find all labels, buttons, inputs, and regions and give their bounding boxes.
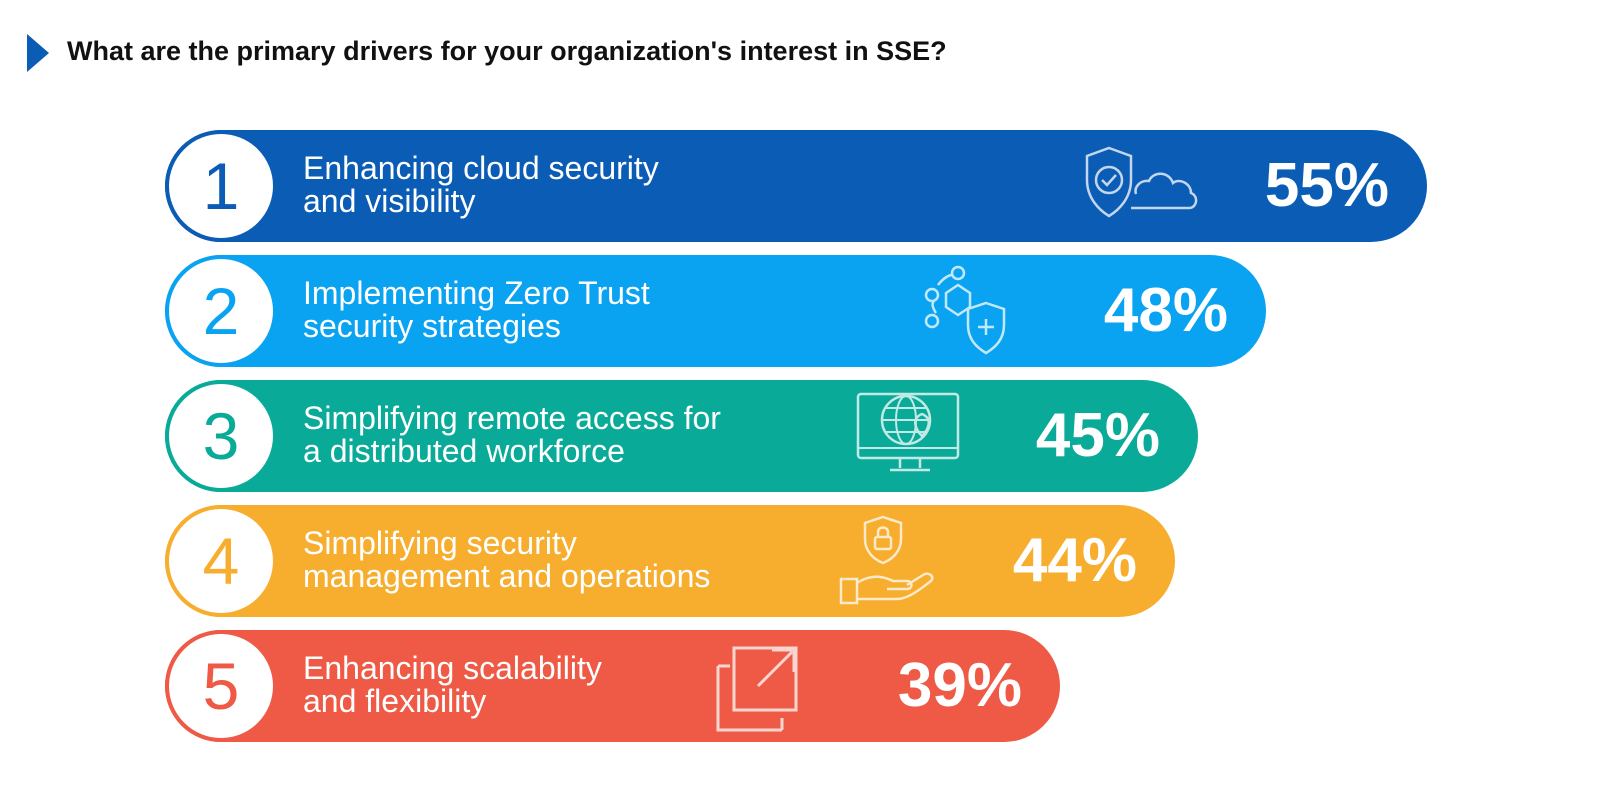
rank-circle: 4: [165, 505, 277, 617]
value-label: 48%: [1103, 276, 1228, 345]
rank-number: 5: [202, 649, 240, 723]
rank-circle: 3: [165, 380, 277, 492]
hand-lock-icon: [837, 513, 957, 609]
expand-arrow-icon: [712, 638, 832, 734]
bar-label: Enhancing cloud security and visibility: [303, 150, 659, 219]
bar-row-2: 2 Implementing Zero Trust security strate…: [165, 255, 1266, 367]
bar-row-1: 1 Enhancing cloud security and visibility…: [165, 130, 1427, 242]
network-shield-icon: [918, 263, 1038, 359]
rank-circle: 5: [165, 630, 277, 742]
bar: [165, 255, 1266, 367]
bar-label: Simplifying remote access for a distribu…: [303, 400, 721, 469]
rank-number: 4: [202, 524, 240, 598]
value-label: 55%: [1264, 151, 1389, 220]
bar-label: Enhancing scalability and flexibility: [303, 650, 602, 719]
chart-title: What are the primary drivers for your or…: [67, 36, 947, 66]
rank-number: 1: [202, 149, 240, 223]
bar-row-4: 4 Simplifying security management and ope…: [165, 505, 1175, 617]
value-label: 39%: [897, 651, 1022, 720]
monitor-globe-icon: [850, 388, 970, 484]
value-label: 44%: [1012, 526, 1137, 595]
bar: [165, 505, 1175, 617]
bar-row-5: 5 Enhancing scalability and flexibility 39…: [165, 630, 1060, 742]
bar-row-3: 3 Simplifying remote access for a distrib…: [165, 380, 1198, 492]
rank-number: 3: [202, 399, 240, 473]
bar: [165, 380, 1198, 492]
chart-header: What are the primary drivers for your or…: [27, 32, 1527, 72]
header-arrow-icon: [27, 34, 49, 72]
bar-label: Implementing Zero Trust security strateg…: [303, 275, 650, 344]
bar: [165, 130, 1427, 242]
bar-label: Simplifying security management and oper…: [303, 525, 711, 594]
rank-circle: 2: [165, 255, 277, 367]
rank-circle: 1: [165, 130, 277, 242]
shield-cloud-icon: [1079, 138, 1199, 234]
rank-number: 2: [202, 274, 240, 348]
bar: [165, 630, 1060, 742]
value-label: 45%: [1035, 401, 1160, 470]
